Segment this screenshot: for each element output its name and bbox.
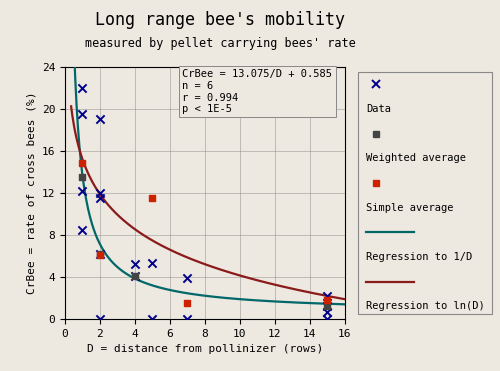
Y-axis label: CrBee = rate of cross bees (%): CrBee = rate of cross bees (%) xyxy=(26,92,36,294)
Point xyxy=(323,316,331,322)
Point xyxy=(323,303,331,309)
Point xyxy=(78,111,86,117)
Point xyxy=(323,297,331,303)
Point xyxy=(96,316,104,322)
Point xyxy=(184,316,192,322)
Point xyxy=(131,262,139,267)
Text: measured by pellet carrying bees' rate: measured by pellet carrying bees' rate xyxy=(84,37,355,50)
Point xyxy=(148,195,156,201)
Text: Weighted average: Weighted average xyxy=(366,154,466,164)
Point xyxy=(78,174,86,180)
Text: Long range bee's mobility: Long range bee's mobility xyxy=(95,11,345,29)
Text: CrBee = 13.075/D + 0.585
n = 6
r = 0.994
p < 1E-5: CrBee = 13.075/D + 0.585 n = 6 r = 0.994… xyxy=(182,69,332,114)
FancyBboxPatch shape xyxy=(358,72,492,314)
Point xyxy=(78,161,86,167)
Text: Regression to ln(D): Regression to ln(D) xyxy=(366,302,485,311)
Point xyxy=(96,252,104,258)
Point xyxy=(323,309,331,315)
Point xyxy=(148,316,156,322)
Point xyxy=(78,227,86,233)
Point xyxy=(131,273,139,279)
Point xyxy=(323,303,331,309)
Text: Simple average: Simple average xyxy=(366,203,454,213)
Point xyxy=(131,273,139,279)
Point xyxy=(96,190,104,196)
Point xyxy=(184,275,192,281)
Point xyxy=(96,251,104,257)
Point xyxy=(96,251,104,257)
Text: Regression to 1/D: Regression to 1/D xyxy=(366,252,472,262)
Point xyxy=(96,195,104,201)
Point xyxy=(96,116,104,122)
Point xyxy=(323,293,331,299)
Point xyxy=(78,85,86,91)
Point xyxy=(184,300,192,306)
Point xyxy=(148,260,156,266)
X-axis label: D = distance from pollinizer (rows): D = distance from pollinizer (rows) xyxy=(86,344,323,354)
Point xyxy=(78,188,86,194)
Text: Data: Data xyxy=(366,104,392,114)
